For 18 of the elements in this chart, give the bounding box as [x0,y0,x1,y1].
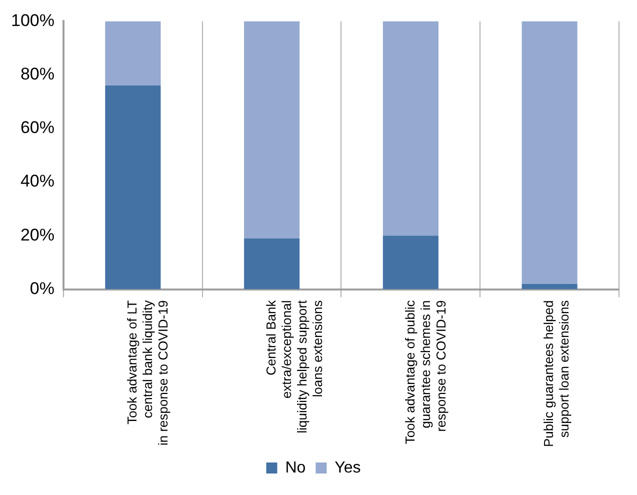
y-tick-label: 100% [10,10,54,30]
y-tick-label: 20% [20,225,54,244]
bar [105,21,161,86]
bar [244,238,300,290]
y-tick-label: 80% [20,64,54,84]
bar [382,21,438,236]
legend-label: No [285,459,306,476]
y-tick-label: 40% [20,172,54,191]
bar [522,21,578,284]
y-tick-label: 60% [20,118,54,138]
x-tick-label: Took advantage of LT central bank liquidity in response to COVID-19 [124,300,171,446]
bar [244,21,300,238]
x-tick-label: Central Bank extra/exceptional liquidity helped support loans extensions [263,300,326,434]
y-tick-label: 0% [30,278,54,298]
bar [382,236,438,290]
legend-label: Yes [334,459,361,476]
bar [522,284,578,290]
bar [105,86,161,290]
